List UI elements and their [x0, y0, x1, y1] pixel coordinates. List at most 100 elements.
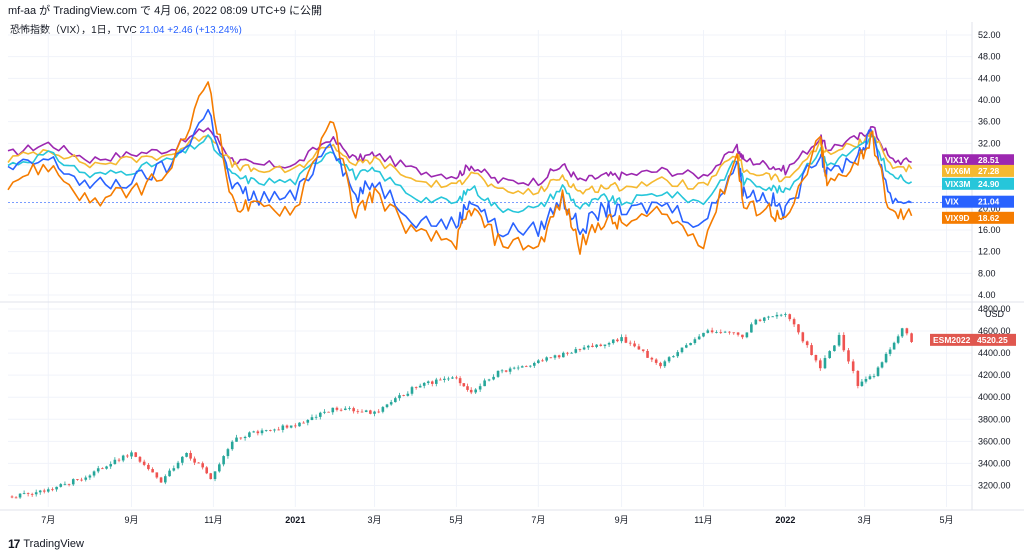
candle-body [823, 358, 827, 369]
candle-body [856, 371, 860, 386]
candle-body [18, 493, 22, 498]
badge-value: 28.51 [978, 155, 1000, 165]
candle-body [492, 376, 495, 380]
candle-body [30, 493, 34, 495]
candle-body [105, 466, 108, 469]
candle-body [633, 343, 636, 347]
candle-body [410, 387, 414, 394]
candle-body [235, 437, 238, 442]
candle-body [689, 343, 692, 346]
candle-body [59, 484, 63, 487]
candle-body [302, 422, 305, 424]
candle-body [864, 379, 868, 382]
x-tick-label: 11月 [694, 515, 712, 525]
candle-body [14, 497, 18, 499]
candle-body [281, 425, 285, 430]
x-tick-label: 3月 [858, 515, 872, 525]
candle-body [508, 368, 512, 372]
candle-body [22, 493, 26, 494]
candle-body [71, 479, 75, 485]
candle-body [487, 379, 491, 381]
candle-body [663, 361, 667, 367]
candle-body [478, 386, 482, 390]
candle-body [562, 352, 565, 358]
candle-body [364, 410, 368, 413]
x-tick-label: 11月 [204, 515, 222, 525]
candle-body [327, 411, 330, 413]
x-tick-label: 5月 [449, 515, 463, 525]
series-line-vix9d [7, 81, 913, 255]
candle-body [243, 436, 247, 439]
y-tick-label: 3400.00 [978, 458, 1011, 468]
candle-body [314, 416, 318, 418]
candle-body [851, 361, 855, 372]
candle-body [422, 382, 426, 386]
candle-body [430, 381, 434, 384]
candle-body [842, 334, 846, 351]
badge-esm2022-name: ESM2022 [933, 335, 971, 345]
candle-body [710, 330, 714, 333]
badge-value: 24.90 [978, 179, 1000, 189]
tradingview-brand: 17 TradingView [8, 537, 84, 551]
price-unit-label: USD [985, 309, 1005, 319]
candle-body [603, 344, 607, 346]
badge-name: VIX [945, 197, 959, 207]
candle-body [96, 468, 100, 472]
published-header: mf-aa が TradingView.com で 4月 06, 2022 08… [8, 5, 322, 17]
candle-body [736, 332, 740, 335]
candle-body [624, 337, 628, 343]
y-tick-label: 44.00 [978, 73, 1001, 83]
y-tick-label: 36.00 [978, 117, 1001, 127]
y-tick-label: 4200.00 [978, 370, 1011, 380]
badge-value-bg [974, 211, 1014, 224]
candle-body [164, 476, 167, 483]
x-tick-label: 2021 [285, 515, 305, 525]
candle-body [762, 317, 766, 321]
candle-body [264, 430, 268, 431]
candle-body [352, 408, 355, 412]
candle-body [451, 377, 454, 379]
candle-body [447, 378, 450, 380]
candle-body [343, 408, 347, 410]
candle-body [872, 375, 876, 377]
candle-body [147, 464, 150, 470]
y-tick-label: 3200.00 [978, 480, 1011, 490]
candle-body [443, 378, 446, 380]
candle-body [750, 324, 753, 333]
candle-body [298, 422, 301, 427]
badge-esm2022-value: 4520.25 [977, 335, 1008, 345]
candle-body [646, 350, 649, 358]
badge-vix3m: VIX3M 24.90 [942, 177, 1014, 190]
candle-body [650, 357, 654, 360]
candle-body [159, 477, 163, 483]
candle-body [570, 352, 573, 354]
candle-body [616, 339, 619, 342]
candle-body [252, 431, 255, 433]
candle-body [680, 347, 684, 353]
badge-value: 21.04 [978, 197, 1000, 207]
badge-value-bg [974, 154, 1014, 167]
candle-body [805, 341, 809, 346]
chart-legend: 恐怖指数（VIX），1日，TVC 21.04 +2.46 (+13.24%) [10, 24, 242, 38]
candle-body [176, 462, 180, 469]
candle-body [466, 386, 469, 390]
badge-name-bg [942, 177, 974, 190]
candle-body [172, 468, 176, 471]
candle-body [402, 395, 405, 397]
candle-body [63, 483, 67, 485]
candle-body [209, 473, 213, 480]
badge-name: VIX3M [945, 179, 971, 189]
candle-body [385, 404, 389, 408]
candle-body [373, 411, 376, 414]
candle-body [138, 456, 142, 462]
candle-body [591, 345, 594, 347]
x-tick-label: 2022 [775, 515, 795, 525]
candle-body [620, 337, 623, 342]
candle-body [702, 332, 705, 337]
chart-canvas[interactable]: 4.008.0012.0016.0020.0024.0028.0032.0036… [0, 0, 1024, 535]
candle-body [833, 345, 836, 352]
candle-body [557, 355, 561, 358]
candle-body [406, 393, 410, 396]
x-tick-label: 7月 [41, 515, 55, 525]
candle-body [273, 429, 276, 431]
